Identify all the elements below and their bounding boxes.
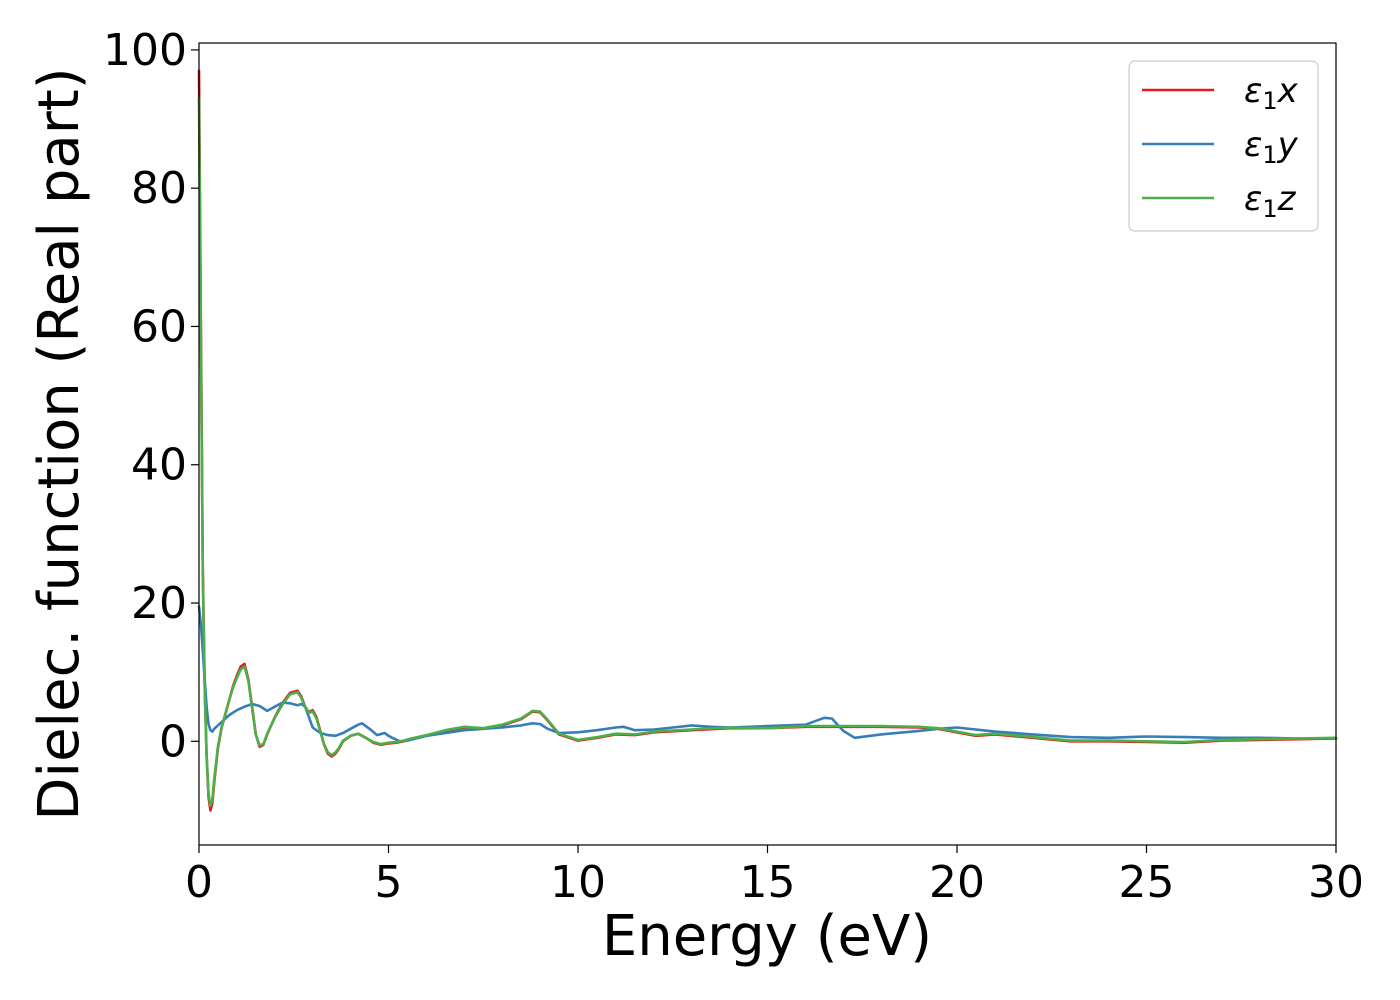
y-tick-label: 80 (131, 163, 187, 214)
y-tick-label: 100 (103, 25, 187, 76)
x-tick-label: 5 (375, 857, 403, 908)
x-tick-label: 15 (740, 857, 796, 908)
y-tick-label: 40 (131, 440, 187, 491)
legend: ε1x ε1y ε1z (1128, 60, 1319, 232)
y-axis-label: Dielec. function (Real part) (27, 67, 92, 820)
series-line-z (197, 97, 1338, 807)
y-axis-ticks: 0 20 40 60 80 100 (103, 25, 199, 767)
x-axis-label: Energy (eV) (602, 904, 932, 969)
legend-label-x: ε1x (1244, 71, 1299, 115)
x-tick-label: 30 (1308, 857, 1364, 908)
y-tick-label: 20 (131, 578, 187, 629)
legend-label-y: ε1y (1244, 125, 1299, 169)
y-tick-label: 60 (131, 301, 187, 352)
legend-label-z: ε1z (1244, 179, 1297, 223)
x-axis-ticks: 0 5 10 15 20 25 30 (185, 845, 1364, 908)
x-tick-label: 10 (550, 857, 606, 908)
x-tick-label: 0 (185, 857, 213, 908)
y-tick-label: 0 (159, 716, 187, 767)
legend-box (1128, 60, 1319, 232)
x-tick-label: 25 (1119, 857, 1175, 908)
series-line-y (197, 605, 1338, 743)
series-lines (197, 69, 1338, 812)
x-tick-label: 20 (929, 857, 985, 908)
